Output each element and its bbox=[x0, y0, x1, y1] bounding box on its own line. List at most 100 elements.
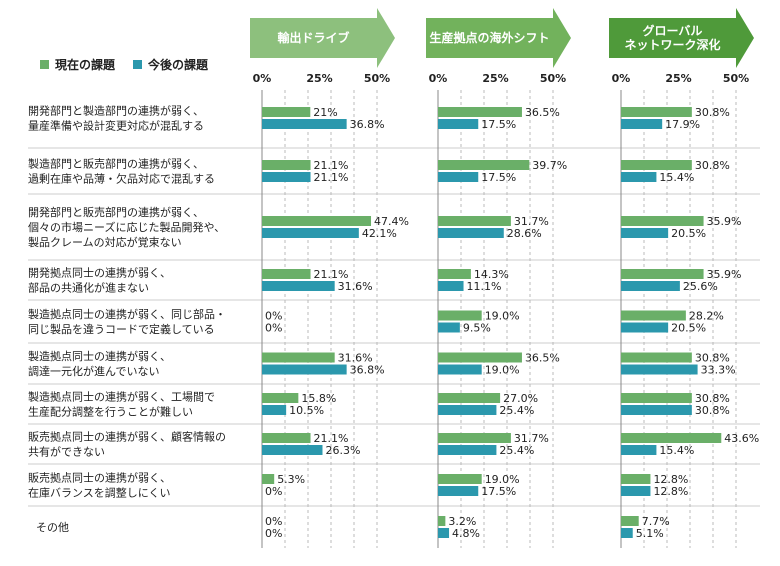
data-label-future: 15.4% bbox=[659, 171, 694, 184]
bar-current bbox=[438, 433, 511, 443]
data-label-future: 26.3% bbox=[325, 444, 360, 457]
bar-current bbox=[262, 433, 311, 443]
x-tick-label: 50% bbox=[723, 72, 749, 85]
bar-current bbox=[262, 393, 299, 403]
bar-future bbox=[438, 119, 479, 129]
data-label-future: 20.5% bbox=[671, 322, 706, 335]
panel-header-arrow bbox=[426, 8, 571, 68]
data-label-current: 39.7% bbox=[532, 159, 567, 172]
data-label-future: 42.1% bbox=[362, 227, 397, 240]
category-label: 在庫バランスを調整しにくい bbox=[28, 486, 171, 500]
data-label-current: 5.3% bbox=[277, 473, 305, 486]
data-label-future: 17.9% bbox=[665, 118, 700, 131]
data-label-future: 10.5% bbox=[289, 404, 324, 417]
bar-future bbox=[438, 405, 497, 415]
data-label-future: 0% bbox=[265, 322, 282, 335]
data-label-current: 30.8% bbox=[695, 159, 730, 172]
bar-future bbox=[262, 228, 359, 238]
bar-future bbox=[621, 445, 657, 455]
bar-current bbox=[438, 216, 511, 226]
bar-current bbox=[621, 107, 692, 117]
data-label-future: 19.0% bbox=[485, 364, 520, 377]
bar-current bbox=[262, 352, 335, 363]
bar-current bbox=[621, 352, 692, 363]
panel-title: 生産拠点の海外シフト bbox=[429, 30, 549, 45]
x-tick-label: 0% bbox=[429, 72, 448, 85]
data-label-current: 21.1% bbox=[314, 159, 349, 172]
data-label-current: 7.7% bbox=[642, 515, 670, 528]
bar-future bbox=[621, 364, 698, 375]
panel-title: ネットワーク深化 bbox=[624, 37, 720, 52]
bar-future bbox=[438, 445, 497, 455]
data-label-current: 19.0% bbox=[485, 473, 520, 486]
category-label: 製造拠点同士の連携が弱く、同じ部品・ bbox=[28, 307, 226, 321]
data-label-current: 12.8% bbox=[653, 473, 688, 486]
data-label-future: 36.8% bbox=[350, 364, 385, 377]
data-label-current: 43.6% bbox=[724, 432, 759, 445]
bar-current bbox=[262, 216, 372, 226]
bar-future bbox=[438, 281, 464, 291]
bar-current bbox=[621, 474, 651, 484]
bar-future bbox=[262, 119, 347, 129]
bar-current bbox=[438, 269, 471, 279]
category-label: 開発部門と販売部門の連携が弱く、 bbox=[28, 205, 204, 219]
bar-future bbox=[438, 322, 460, 333]
legend: 現在の課題 今後の課題 bbox=[40, 56, 208, 73]
x-tick-label: 25% bbox=[306, 72, 332, 85]
data-label-future: 33.3% bbox=[701, 364, 736, 377]
bar-current bbox=[262, 474, 275, 484]
bar-current bbox=[621, 516, 639, 526]
data-label-future: 0% bbox=[265, 485, 282, 498]
data-label-current: 31.7% bbox=[514, 432, 549, 445]
category-label: 共有ができない bbox=[28, 445, 105, 459]
panel-title: グローバル bbox=[643, 23, 703, 38]
bar-current bbox=[621, 433, 722, 443]
data-label-current: 35.9% bbox=[707, 268, 742, 281]
bar-current bbox=[621, 216, 704, 226]
bar-current bbox=[621, 310, 686, 321]
data-label-future: 4.8% bbox=[452, 527, 480, 540]
x-tick-label: 25% bbox=[482, 72, 508, 85]
data-label-future: 31.6% bbox=[338, 280, 373, 293]
data-label-future: 17.5% bbox=[481, 171, 516, 184]
data-label-current: 21.1% bbox=[314, 268, 349, 281]
legend-future-swatch bbox=[133, 60, 143, 69]
panel-header-arrow bbox=[250, 8, 395, 68]
data-label-future: 25.6% bbox=[683, 280, 718, 293]
data-label-future: 0% bbox=[265, 527, 282, 540]
data-label-future: 17.5% bbox=[481, 485, 516, 498]
bar-future bbox=[621, 172, 657, 182]
bar-current bbox=[262, 107, 311, 117]
legend-current-label: 現在の課題 bbox=[55, 58, 116, 72]
data-label-current: 36.5% bbox=[525, 106, 560, 119]
bar-current bbox=[438, 352, 522, 363]
data-label-future: 30.8% bbox=[695, 404, 730, 417]
data-label-current: 31.6% bbox=[338, 352, 373, 365]
bar-future bbox=[621, 281, 680, 291]
data-label-future: 12.8% bbox=[653, 485, 688, 498]
bar-future bbox=[262, 172, 311, 182]
data-label-future: 28.6% bbox=[507, 227, 542, 240]
data-label-future: 20.5% bbox=[671, 227, 706, 240]
category-label: 調達一元化が進んでいない bbox=[28, 364, 159, 378]
bar-future bbox=[262, 445, 323, 455]
legend-future-label: 今後の課題 bbox=[148, 58, 209, 72]
bar-future bbox=[438, 528, 450, 538]
data-label-future: 21.1% bbox=[314, 171, 349, 184]
bar-current bbox=[438, 160, 530, 170]
bar-future bbox=[621, 322, 669, 333]
category-label: 製造拠点同士の連携が弱く、工場間で bbox=[28, 390, 215, 404]
category-label: 製造拠点同士の連携が弱く、 bbox=[28, 349, 171, 363]
x-tick-label: 25% bbox=[665, 72, 691, 85]
data-label-current: 27.0% bbox=[503, 392, 538, 405]
bar-current bbox=[621, 393, 692, 403]
category-label: 個々の市場ニーズに応じた製品開発や、 bbox=[28, 220, 225, 234]
data-label-current: 36.5% bbox=[525, 352, 560, 365]
data-label-future: 9.5% bbox=[463, 322, 491, 335]
data-label-future: 17.5% bbox=[481, 118, 516, 131]
x-tick-label: 50% bbox=[540, 72, 566, 85]
bar-future bbox=[438, 172, 479, 182]
data-label-future: 36.8% bbox=[350, 118, 385, 131]
bar-current bbox=[438, 393, 501, 403]
